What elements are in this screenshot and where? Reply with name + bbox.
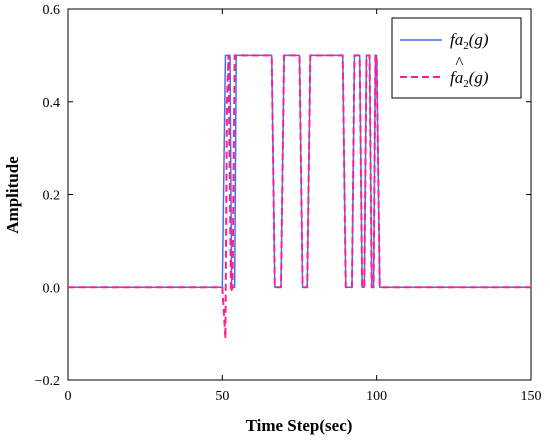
series-line-2	[68, 54, 531, 340]
x-tick-label: 150	[521, 389, 542, 404]
legend-box	[391, 17, 522, 99]
legend-label-series-1: fa2(g)	[450, 30, 489, 52]
series-layer	[68, 54, 531, 340]
y-tick-label: 0.0	[43, 281, 61, 296]
legend-label-series-2: fa2(g)	[450, 68, 489, 90]
y-tick-label: 0.2	[43, 189, 61, 204]
x-tick-label: 100	[366, 389, 387, 404]
y-tick-label: −0.2	[35, 374, 60, 389]
y-tick-label: 0.6	[43, 3, 61, 18]
x-tick-label: 0	[65, 389, 72, 404]
legend-hat-series-2: ^	[455, 53, 464, 72]
x-axis-label: Time Step(sec)	[246, 416, 353, 435]
tick-labels: 0 50 100 150 −0.2 0.0 0.2 0.4 0.6	[35, 3, 542, 404]
x-tick-label: 50	[215, 389, 229, 404]
y-axis-label: Amplitude	[3, 156, 22, 234]
y-tick-label: 0.4	[43, 96, 61, 111]
legend: fa2(g) fa2(g) ^	[391, 17, 522, 99]
